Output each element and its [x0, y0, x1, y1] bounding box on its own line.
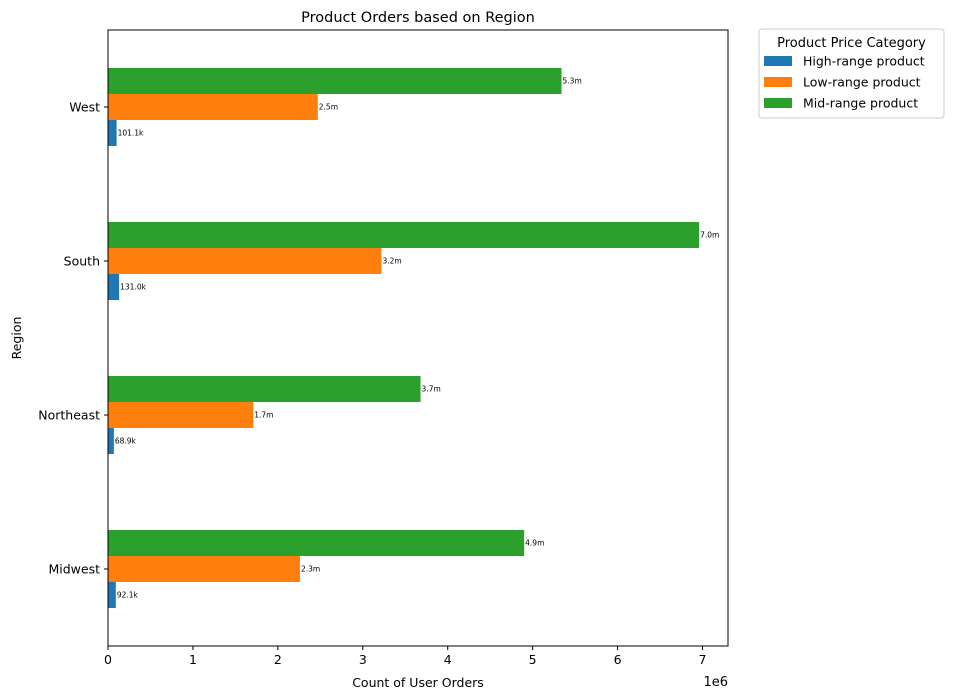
legend-swatch [764, 98, 792, 108]
x-tick-label: 6 [614, 652, 622, 667]
x-tick-label: 1 [189, 652, 197, 667]
y-tick-label: Northeast [38, 408, 100, 423]
bar-data-label: 2.5m [319, 103, 338, 112]
bar-labels-layer: 92.1k 2.3m 4.9m 68.9k 1.7m 3.7m 131.0k 3.2m 7.0m… [115, 77, 720, 600]
x-tick-label: 3 [359, 652, 367, 667]
y-tick-label: South [64, 254, 100, 269]
x-tick-label: 4 [444, 652, 452, 667]
legend-label: Low-range product [803, 75, 921, 90]
x-axis-offset-label: 1e6 [703, 675, 728, 690]
x-tick-label: 0 [104, 652, 112, 667]
x-tick-label: 7 [699, 652, 707, 667]
chart-title: Product Orders based on Region [301, 10, 535, 26]
y-tick-label: Midwest [48, 562, 100, 577]
bar-data-label: 68.9k [115, 437, 137, 446]
x-axis-label: Count of User Orders [352, 675, 484, 690]
bars-layer [108, 68, 700, 608]
x-axis: 0 1 2 3 4 5 6 7 [104, 646, 706, 667]
x-tick-label: 5 [529, 652, 537, 667]
bar [108, 556, 300, 582]
bar [108, 274, 120, 300]
bar [108, 94, 318, 120]
bar [108, 222, 700, 248]
legend-swatch [764, 56, 792, 66]
bar [108, 120, 117, 146]
x-tick-label: 2 [274, 652, 282, 667]
y-tick-label: West [69, 100, 100, 115]
bar-data-label: 3.2m [382, 257, 401, 266]
bar [108, 582, 116, 608]
bar-data-label: 92.1k [117, 591, 139, 600]
bar-data-label: 101.1k [118, 129, 144, 138]
bar-data-label: 3.7m [422, 385, 441, 394]
legend-title: Product Price Category [777, 36, 926, 51]
y-axis: Midwest Northeast South West [38, 100, 108, 577]
legend-box [758, 28, 945, 119]
bar [108, 376, 421, 402]
bar-data-label: 131.0k [120, 283, 146, 292]
bar-data-label: 5.3m [563, 77, 582, 86]
bar [108, 68, 562, 94]
bar [108, 530, 525, 556]
bar-data-label: 7.0m [700, 231, 719, 240]
bar [108, 248, 382, 274]
bar-data-label: 4.9m [525, 539, 544, 548]
legend-label: High-range product [803, 54, 925, 69]
bar-data-label: 1.7m [254, 411, 273, 420]
bar-data-label: 2.3m [301, 565, 320, 574]
bar [108, 428, 114, 454]
y-axis-label: Region [9, 317, 24, 360]
bar [108, 402, 254, 428]
legend-swatch [764, 77, 792, 87]
legend: Product Price Category High-range produc… [758, 28, 945, 119]
legend-label: Mid-range product [803, 96, 918, 111]
legend-items: High-range product Low-range product Mid-r… [764, 54, 925, 111]
plot-frame [107, 29, 729, 647]
